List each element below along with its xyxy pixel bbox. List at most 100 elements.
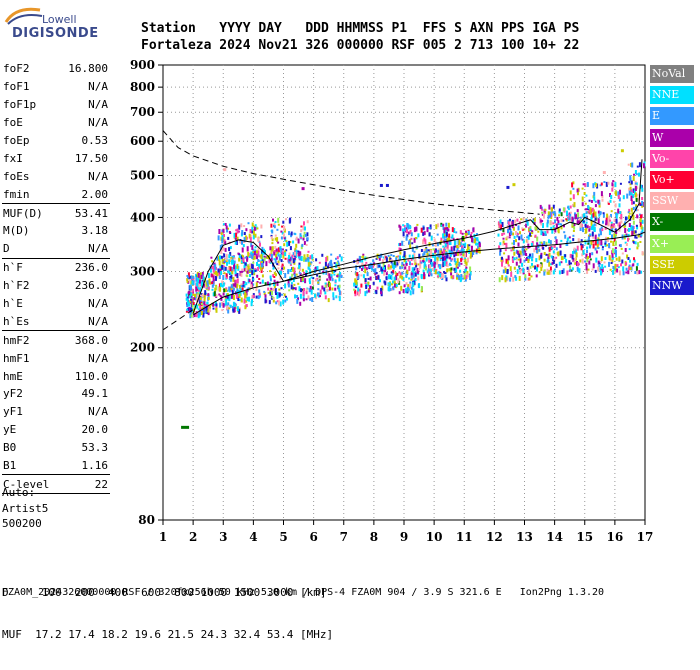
echo-point — [334, 287, 337, 291]
echo-point — [363, 264, 366, 269]
echo-point — [201, 305, 204, 311]
logo-brand: Lowell — [42, 13, 77, 26]
echo-point — [440, 275, 443, 279]
echo-point — [402, 263, 405, 266]
echo-point — [375, 272, 378, 275]
echo-point — [552, 227, 555, 230]
echo-point — [592, 240, 595, 243]
echo-point — [324, 266, 327, 270]
echo-point — [221, 264, 224, 270]
echo-point — [389, 257, 392, 260]
echo-point — [523, 259, 526, 263]
echo-point — [601, 246, 604, 249]
echo-point — [551, 211, 554, 214]
echo-point — [315, 258, 318, 262]
echo-point — [600, 182, 603, 186]
echo-point — [225, 287, 228, 290]
echo-point — [275, 253, 277, 258]
muf-curve-low-dashed — [162, 309, 194, 331]
legend-item: SSE — [650, 255, 694, 274]
echo-point — [196, 283, 199, 286]
echo-point — [597, 218, 600, 224]
echo-point — [625, 262, 628, 266]
echo-point — [259, 266, 262, 271]
echo-point — [271, 251, 274, 254]
echo-point — [244, 256, 247, 259]
param-name: foE — [3, 116, 23, 130]
echo-point — [204, 304, 207, 306]
echo-point — [385, 272, 388, 276]
echo-point — [411, 277, 414, 280]
echo-point — [240, 297, 243, 303]
echo-point — [379, 279, 381, 283]
echo-point — [271, 229, 274, 234]
echo-point — [208, 304, 211, 309]
echo-point — [241, 268, 244, 271]
echo-point — [475, 242, 477, 246]
echo-point — [439, 248, 442, 251]
echo-point — [249, 237, 252, 243]
echo-point — [603, 261, 606, 264]
echo-point — [228, 254, 231, 259]
echo-point — [372, 259, 375, 263]
echo-point — [598, 213, 601, 217]
echo-point — [529, 256, 532, 259]
echo-point — [446, 238, 449, 242]
echo-point — [588, 260, 591, 265]
param-row: foF1p N/A — [2, 96, 110, 114]
echo-point — [642, 163, 645, 169]
echo-point — [375, 257, 378, 260]
echo-point — [311, 254, 314, 260]
echo-point — [411, 285, 414, 288]
echo-point — [355, 279, 358, 285]
x-tick-label: 15 — [576, 530, 593, 544]
param-value: 0.53 — [81, 134, 109, 147]
echo-point — [409, 283, 411, 289]
echo-point — [275, 249, 278, 252]
echo-point — [422, 239, 424, 245]
echo-point — [566, 264, 569, 266]
echo-point — [526, 266, 529, 270]
echo-point — [258, 293, 261, 298]
echo-point — [229, 266, 232, 272]
echo-point — [619, 182, 622, 185]
echo-point — [370, 266, 373, 269]
echo-point — [641, 219, 644, 224]
echo-point — [569, 213, 572, 217]
echo-point — [244, 293, 247, 299]
echo-point — [573, 225, 576, 230]
echo-point — [389, 287, 392, 291]
echo-point — [501, 222, 504, 227]
echo-point — [207, 312, 210, 316]
echo-point — [186, 278, 189, 282]
echo-point — [530, 242, 533, 247]
echo-point — [408, 277, 411, 280]
echo-point — [233, 260, 236, 264]
echo-point — [375, 276, 378, 280]
echo-point — [569, 268, 572, 272]
param-row: foF2 16.800 — [2, 60, 110, 78]
echo-point — [580, 216, 582, 219]
echo-point — [640, 231, 643, 235]
echo-point — [266, 281, 269, 286]
echo-point — [231, 259, 233, 265]
echo-point — [606, 244, 609, 247]
echo-point — [273, 223, 276, 226]
ionogram-parameters-panel: foF2 16.800 foF1 N/A foF1p N/A foE N/A foEp 0.53 f… — [2, 60, 110, 495]
echo-point — [578, 268, 581, 274]
echo-point — [197, 289, 200, 292]
echo-point — [423, 263, 426, 269]
echo-point — [275, 273, 277, 277]
echo-point — [191, 278, 194, 280]
echo-point — [250, 243, 253, 248]
echo-point — [541, 220, 544, 222]
echo-point — [459, 230, 462, 235]
echo-point — [355, 286, 358, 289]
echo-point — [630, 162, 633, 167]
echo-point — [633, 230, 636, 235]
echo-point — [273, 279, 276, 284]
echo-point — [277, 241, 280, 244]
echo-point — [467, 230, 470, 235]
echo-point — [232, 295, 235, 300]
echo-point — [538, 271, 541, 274]
